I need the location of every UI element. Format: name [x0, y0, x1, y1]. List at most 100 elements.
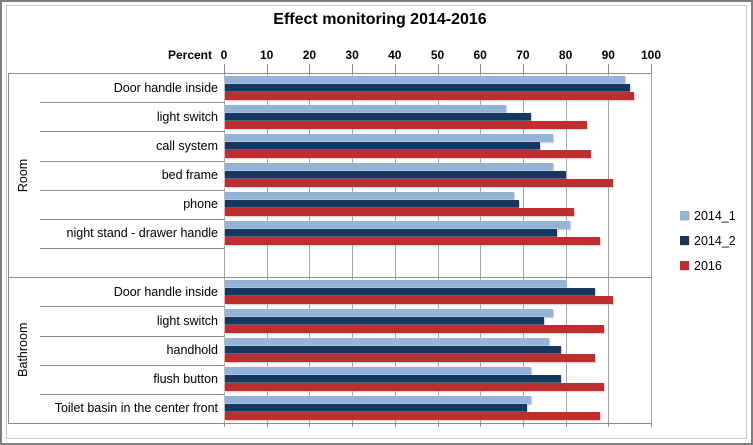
legend: 2014_1 2014_2 2016: [680, 203, 736, 278]
grid-line: [309, 73, 311, 423]
tick-mark: [608, 423, 610, 427]
bar-2016: [224, 119, 588, 130]
bar-2016: [223, 148, 593, 159]
bar-2014_1: [223, 366, 533, 377]
grid-line: [352, 73, 354, 423]
bar-2014_1: [224, 337, 550, 348]
chart-title: Effect monitoring 2014-2016: [273, 11, 487, 28]
tick-mark: [352, 64, 354, 73]
bar-2014_1: [224, 132, 554, 143]
category-separator: [40, 218, 224, 220]
bar-2014_2: [223, 228, 559, 239]
category-separator: [40, 364, 224, 366]
legend-swatch-2014_2: [680, 236, 689, 245]
bar-2016: [224, 178, 614, 189]
legend-item: 2014_1: [680, 203, 736, 228]
grid-line: [224, 73, 225, 423]
group-label-room: Room: [16, 158, 30, 192]
bar-2016: [223, 323, 606, 334]
group-label-bathroom: Bathroom: [16, 322, 30, 378]
x-axis-label: Percent: [167, 48, 212, 62]
tick-mark: [480, 64, 482, 73]
group-boundary-line: [8, 423, 651, 424]
bar-2014_2: [224, 170, 567, 181]
category-label: light switch: [156, 109, 218, 124]
bar-2014_2: [224, 140, 541, 151]
category-separator: [40, 248, 224, 249]
tick-label: 0: [220, 48, 228, 62]
category-label: light switch: [156, 313, 218, 328]
grid-line: [266, 73, 268, 423]
bar-2014_2: [223, 403, 529, 414]
category-separator: [40, 306, 224, 308]
bar-2014_1: [223, 74, 627, 85]
bar-2014_1: [224, 278, 567, 289]
tick-mark: [608, 64, 610, 73]
tick-mark: [224, 64, 225, 73]
grid-line: [480, 73, 482, 423]
category-label: flush button: [153, 372, 218, 387]
tick-label: 90: [601, 48, 615, 62]
tick-label: 20: [302, 48, 317, 62]
bar-2014_2: [223, 374, 563, 385]
bar-2016: [224, 411, 601, 422]
grid-line: [437, 73, 439, 423]
tick-label: 60: [473, 48, 487, 62]
tick-label: 50: [430, 48, 445, 62]
bar-2014_1: [224, 220, 571, 231]
bar-2014_2: [224, 82, 631, 93]
category-separator: [40, 189, 224, 191]
bar-2014_2: [223, 111, 533, 122]
tick-mark: [651, 64, 652, 73]
category-separator: [40, 335, 224, 337]
legend-item: 2014_2: [680, 228, 736, 253]
group-boundary-line: [8, 73, 651, 74]
tick-mark: [565, 64, 567, 73]
tick-mark: [224, 423, 225, 427]
tick-mark: [565, 423, 567, 427]
bar-2016: [223, 382, 606, 393]
bar-2016: [224, 90, 635, 101]
category-label: Door handle inside: [113, 284, 218, 299]
tick-mark: [266, 64, 268, 73]
legend-item: 2016: [680, 253, 736, 278]
bar-2016: [223, 207, 576, 218]
bar-2014_2: [223, 286, 597, 297]
legend-label: 2014_1: [694, 208, 736, 223]
bar-2014_2: [223, 345, 563, 356]
bar-2014_2: [224, 199, 520, 210]
tick-mark: [394, 64, 396, 73]
category-label: Door handle inside: [113, 80, 218, 95]
tick-mark: [437, 423, 439, 427]
tick-mark: [266, 423, 268, 427]
grid-line: [565, 73, 567, 423]
legend-swatch-2014_1: [680, 211, 689, 220]
category-separator: [40, 393, 224, 395]
tick-mark: [352, 423, 354, 427]
grid-line: [522, 73, 524, 423]
tick-label: 70: [516, 48, 530, 62]
category-separator: [40, 131, 224, 133]
tick-mark: [480, 423, 482, 427]
category-label: night stand - drawer handle: [66, 226, 218, 241]
group-boundary-line: [8, 277, 651, 279]
bar-2016: [224, 236, 601, 247]
tick-label: 80: [558, 48, 573, 62]
tick-mark: [651, 423, 652, 427]
grid-line: [608, 73, 610, 423]
tick-mark: [437, 64, 439, 73]
category-label: handhold: [166, 343, 218, 358]
chart-frame: [6, 5, 747, 439]
tick-mark: [394, 423, 396, 427]
category-label: bed frame: [161, 168, 218, 183]
category-separator: [40, 160, 224, 162]
bar-2016: [224, 294, 614, 305]
legend-label: 2014_2: [694, 233, 736, 248]
bar-2014_1: [224, 103, 507, 114]
bar-2016: [223, 353, 597, 364]
tick-label: 40: [388, 48, 402, 62]
legend-label: 2016: [694, 258, 722, 273]
bar-2014_1: [223, 191, 516, 202]
tick-label: 100: [640, 48, 662, 62]
bar-2014_2: [223, 315, 546, 326]
